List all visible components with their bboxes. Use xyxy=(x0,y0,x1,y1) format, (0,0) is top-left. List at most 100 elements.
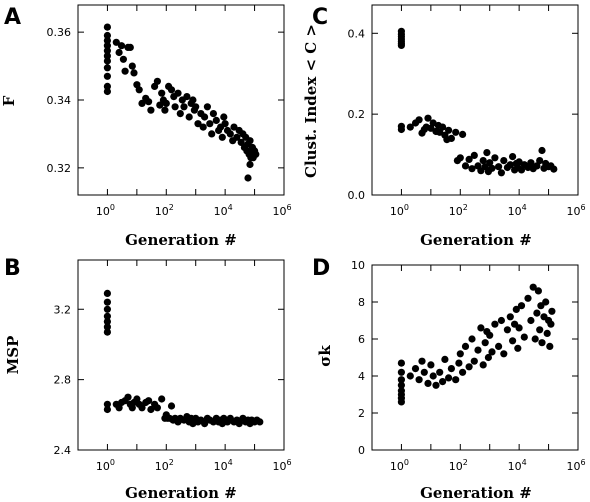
panel-b-point xyxy=(124,393,132,401)
panel-a-ylabel: F xyxy=(0,95,18,106)
panel-d-point xyxy=(427,361,435,369)
panel-a-point xyxy=(103,37,111,45)
panel-c-ytick-label: 0.0 xyxy=(348,189,366,202)
panel-c-xtick-label: 104 xyxy=(508,203,527,218)
panel-a-point xyxy=(103,72,111,80)
panel-d-point xyxy=(481,339,489,347)
panel-d-point xyxy=(461,342,470,350)
panel-c-point xyxy=(397,41,405,50)
panel-d-point xyxy=(432,381,440,389)
panel-d-point xyxy=(534,287,543,295)
panel-d-point xyxy=(515,324,523,332)
panel-b-ytick-label: 2.8 xyxy=(54,374,72,387)
panel-b-point xyxy=(103,328,111,336)
panel-b-xtick-label: 100 xyxy=(96,458,115,473)
panel-b-point xyxy=(103,305,111,313)
panel-a-point xyxy=(194,120,202,128)
panel-a-point xyxy=(103,64,111,72)
panel-b-point xyxy=(167,402,176,410)
panel-c-point xyxy=(468,165,476,173)
panel-d-point xyxy=(512,305,520,313)
panel-d-ytick-label: 6 xyxy=(358,333,365,346)
panel-d-point xyxy=(548,307,556,315)
panel-a-point xyxy=(135,86,143,94)
panel-d-label: D xyxy=(312,256,330,281)
panel-c-point xyxy=(461,162,470,170)
panel-a-ytick-label: 0.36 xyxy=(47,26,72,39)
panel-a-point xyxy=(128,62,136,70)
panel-b-point xyxy=(256,418,264,426)
panel-d-xtick-label: 102 xyxy=(449,458,468,473)
panel-a-point xyxy=(226,130,234,138)
panel-c-point xyxy=(488,164,496,172)
panel-a-point xyxy=(183,93,191,101)
panel-d-point xyxy=(470,357,478,365)
panel-c-point xyxy=(470,151,478,159)
panel-a-point xyxy=(103,82,111,90)
panel-a-point xyxy=(161,106,169,114)
panel-d-point xyxy=(543,329,551,337)
panel-d-point xyxy=(429,372,437,380)
panel-a-point xyxy=(230,123,238,131)
panel-a-xtick-label: 104 xyxy=(214,203,233,218)
panel-a-point xyxy=(189,96,197,104)
panel-c-point xyxy=(491,154,499,162)
panel-d-point xyxy=(508,337,517,345)
panel-a-point xyxy=(180,103,188,111)
panel-c-point xyxy=(500,157,508,165)
panel-b-xtick-label: 106 xyxy=(272,458,291,473)
panel-d-xtick-label: 106 xyxy=(566,458,585,473)
panel-c-point xyxy=(479,157,487,165)
panel-a-ytick-label: 0.34 xyxy=(47,94,72,107)
panel-d-point xyxy=(439,378,447,386)
panel-b-xticks: 100 102 104 106 xyxy=(77,260,292,473)
panel-b-yticks: 2.4 2.8 3.2 xyxy=(54,303,284,457)
panel-c-point xyxy=(465,155,473,163)
panel-d-point xyxy=(517,302,526,310)
panel-d: D 100 102 104 106 0 2 4 6 8 10 Generation # σk xyxy=(312,256,586,502)
panel-d-point xyxy=(445,374,453,382)
panel-d-point xyxy=(436,368,444,376)
panel-c-point xyxy=(506,161,514,169)
panel-d-ylabel: σk xyxy=(316,345,334,367)
panel-d-point xyxy=(527,316,535,325)
panel-d-ytick-label: 4 xyxy=(358,370,365,383)
panel-d-point xyxy=(495,342,503,350)
panel-c-point xyxy=(447,134,455,142)
panel-c-point xyxy=(497,169,505,177)
panel-c-label: C xyxy=(312,5,328,30)
panel-d-ytick-label: 10 xyxy=(351,259,365,272)
panel-d-point xyxy=(520,333,528,341)
panel-a-point xyxy=(220,113,228,121)
panel-a-xtick-label: 100 xyxy=(96,203,115,218)
panel-a-point xyxy=(112,38,120,46)
panel-a-point xyxy=(244,174,252,182)
panel-d-point xyxy=(491,320,499,328)
panel-b-xtick-label: 104 xyxy=(214,458,233,473)
panel-c-point xyxy=(456,154,464,162)
panel-d-xtick-label: 104 xyxy=(508,458,527,473)
panel-a-yticks: 0.32 0.34 0.36 xyxy=(47,26,284,175)
panel-d-point xyxy=(465,363,473,371)
panel-a-point xyxy=(252,150,260,158)
panel-c-ytick-label: 0.4 xyxy=(348,27,366,40)
panel-d-point xyxy=(468,335,476,343)
panel-b-label: B xyxy=(4,256,21,281)
panel-b-point xyxy=(138,404,146,412)
panel-a-point xyxy=(171,103,179,111)
panel-a-point xyxy=(233,133,241,141)
panel-c-marks xyxy=(397,27,558,177)
panel-d-point xyxy=(418,357,426,365)
panel-a-point xyxy=(192,103,200,111)
panel-d-point xyxy=(536,326,544,334)
panel-d-point xyxy=(503,326,511,334)
panel-a-point xyxy=(103,87,111,96)
panel-a-point xyxy=(246,160,254,169)
panel-d-point xyxy=(546,342,554,350)
panel-b-point xyxy=(158,395,166,403)
panel-d-xtick-label: 100 xyxy=(390,458,409,473)
panel-d-point xyxy=(452,376,460,384)
panel-a-point xyxy=(158,89,166,97)
panel-c-point xyxy=(483,149,491,157)
